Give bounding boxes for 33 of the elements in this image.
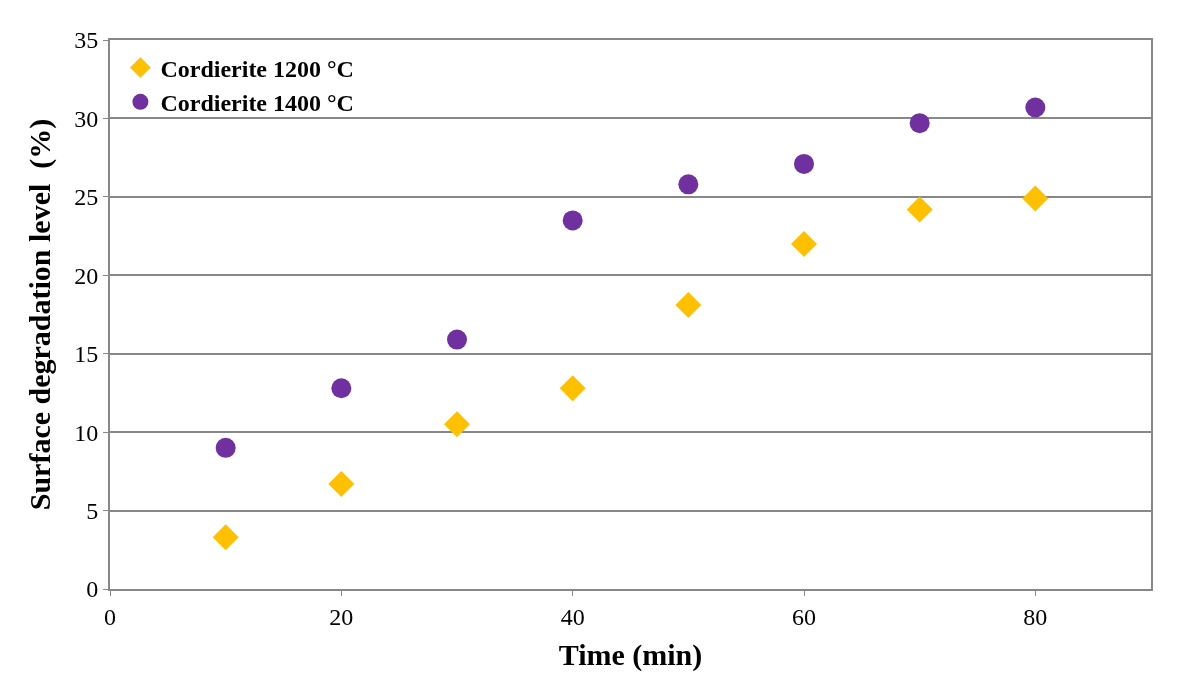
point xyxy=(1022,185,1049,212)
legend-label: Cordierite 1200 °C xyxy=(160,55,354,82)
point xyxy=(559,375,586,402)
point xyxy=(675,292,702,319)
point xyxy=(444,411,470,438)
y-tick-label: 20 xyxy=(74,262,99,289)
point xyxy=(1025,97,1046,118)
point xyxy=(562,210,583,231)
point xyxy=(212,524,239,551)
y-tick-label: 35 xyxy=(74,27,99,54)
x-tick-label: 80 xyxy=(1023,603,1048,630)
y-axis-title: Surface degradation level (%) xyxy=(22,118,57,511)
y-tick-label: 5 xyxy=(86,497,99,524)
legend-label: Cordierite 1400 °C xyxy=(160,90,354,117)
y-tick-label: 15 xyxy=(74,341,99,368)
point xyxy=(909,113,930,134)
y-tick-label: 10 xyxy=(74,419,99,446)
y-tick-label: 25 xyxy=(74,184,99,211)
point xyxy=(906,196,933,223)
x-tick-label: 60 xyxy=(792,603,816,630)
y-tick-label: 30 xyxy=(74,105,99,132)
point xyxy=(791,230,817,257)
x-tick-label: 20 xyxy=(329,603,354,630)
y-tick-label: 0 xyxy=(86,576,99,603)
point xyxy=(678,174,699,195)
point xyxy=(794,153,814,174)
point xyxy=(331,378,352,399)
point xyxy=(447,329,467,350)
point xyxy=(328,470,355,497)
x-axis-title: Time (min) xyxy=(558,637,703,672)
point xyxy=(215,437,236,458)
x-tick-label: 0 xyxy=(104,603,116,630)
x-tick-label: 40 xyxy=(560,603,585,630)
